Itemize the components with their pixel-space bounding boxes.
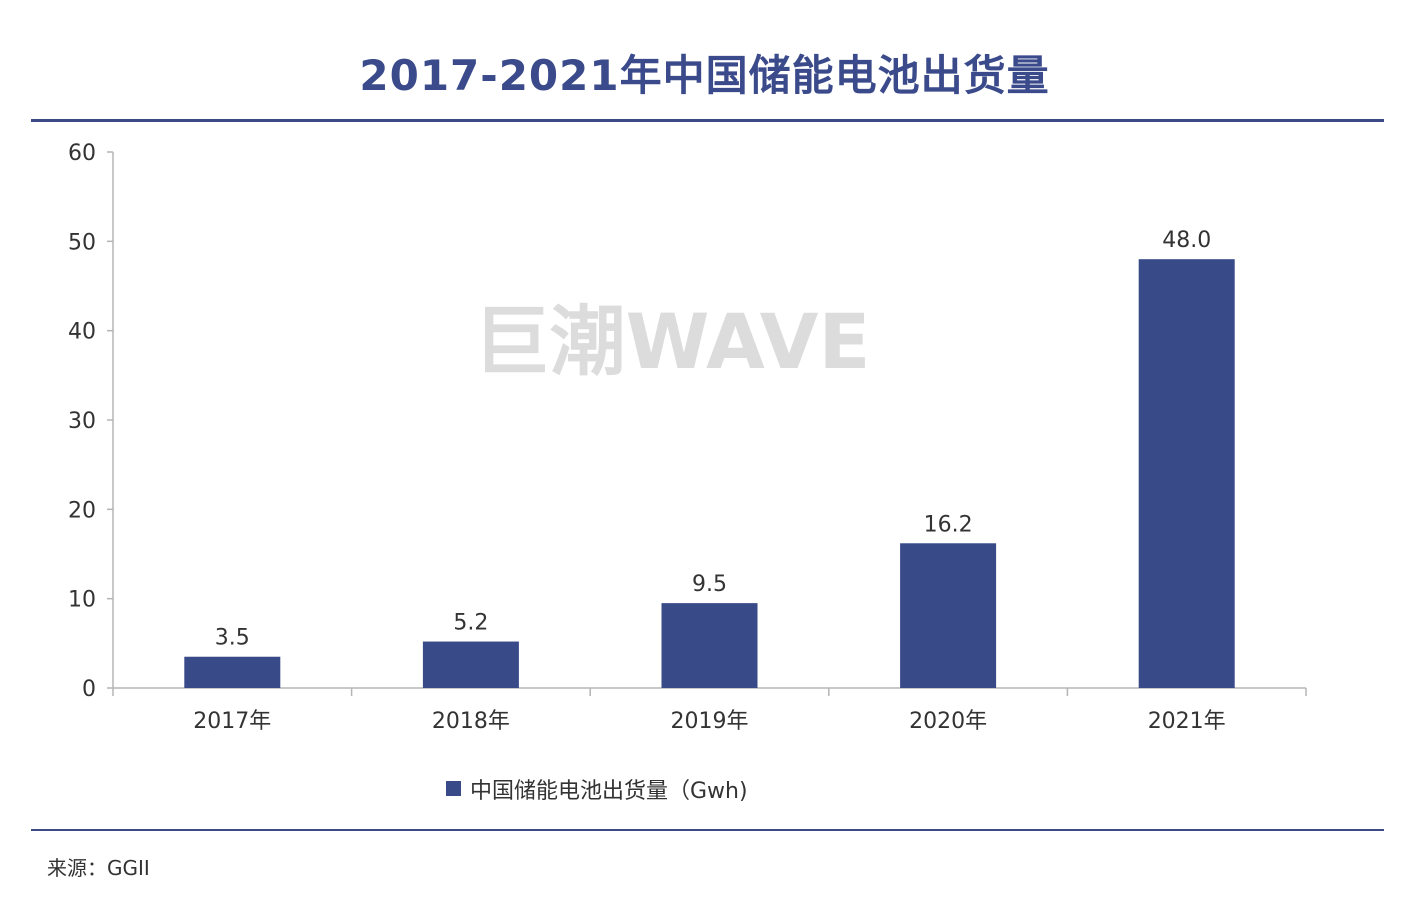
y-tick-label: 30 (68, 409, 96, 434)
x-tick-label: 2020年 (909, 709, 987, 734)
y-tick-label: 0 (82, 677, 96, 702)
bar-2019年 (661, 603, 758, 688)
y-tick-label: 20 (68, 498, 96, 523)
source-note: 来源：GGII (47, 856, 150, 880)
x-tick-label: 2017年 (193, 709, 271, 734)
legend-label: 中国储能电池出货量（Gwh) (470, 779, 748, 804)
bar-2017年 (184, 656, 281, 688)
bar-2020年 (900, 543, 997, 688)
x-tick-label: 2018年 (432, 709, 510, 734)
axes: 0 10 20 30 40 50 60 (68, 141, 1307, 702)
y-tick-label: 10 (68, 588, 96, 613)
y-tick-label: 50 (68, 230, 96, 255)
legend: 中国储能电池出货量（Gwh) (446, 779, 748, 804)
y-tick-label: 60 (68, 141, 96, 166)
legend-swatch (446, 781, 461, 796)
chart-title: 2017-2021年中国储能电池出货量 (359, 51, 1050, 100)
x-tick-label: 2021年 (1148, 709, 1226, 734)
bottom-divider (31, 829, 1384, 831)
bars (184, 259, 1235, 688)
top-divider (31, 119, 1384, 122)
data-label: 48.0 (1162, 228, 1211, 253)
data-label: 9.5 (692, 572, 727, 597)
data-label: 5.2 (453, 611, 488, 636)
data-label: 3.5 (215, 626, 250, 651)
data-label: 16.2 (924, 512, 973, 537)
x-tick-label: 2019年 (671, 709, 749, 734)
bar-2018年 (422, 641, 519, 688)
watermark: 巨潮WAVE (474, 297, 871, 386)
y-tick-label: 40 (68, 320, 96, 345)
labels: 3.5 2017年 5.2 2018年 9.5 2019年 16.2 2020年 48.0 202… (193, 228, 1225, 734)
bar-2021年 (1138, 259, 1235, 688)
